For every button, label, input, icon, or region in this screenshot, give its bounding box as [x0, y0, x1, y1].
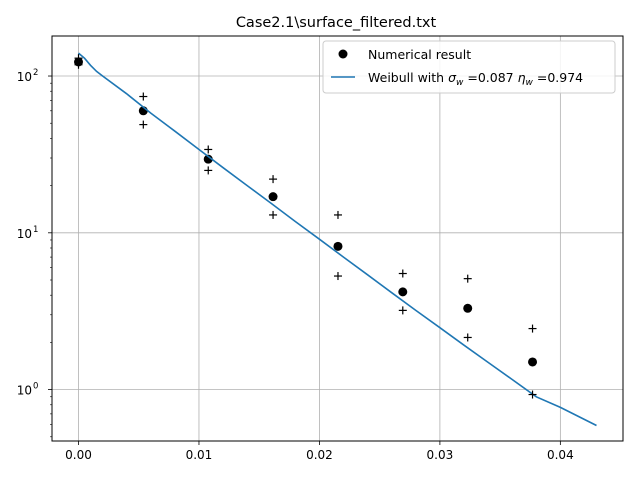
- legend-box: [322, 40, 616, 94]
- x-tick-label: 0.02: [306, 448, 333, 462]
- y-tick-exponent: 0: [33, 382, 38, 392]
- legend: Numerical result Weibull with σw =0.087 …: [322, 40, 616, 94]
- y-tick-base: 10: [17, 227, 32, 241]
- legend-weibull-eta: η: [518, 70, 526, 85]
- data-point-bound: [74, 60, 83, 69]
- data-point-numerical: [268, 192, 278, 202]
- y-tick-base: 10: [17, 384, 32, 398]
- y-tick-label: 10: [17, 227, 32, 241]
- y-tick-label: 10: [17, 70, 32, 84]
- x-tick-label: 0.03: [427, 448, 454, 462]
- legend-weibull-eta-value: =0.974: [533, 70, 583, 85]
- data-point-numerical: [398, 287, 408, 297]
- data-point-bound: [204, 145, 213, 154]
- data-point-bound: [463, 274, 472, 283]
- data-point-bound: [333, 210, 342, 219]
- data-point-bound: [269, 175, 278, 184]
- legend-weibull-sigma-value: =0.087: [463, 70, 517, 85]
- data-point-bound: [139, 92, 148, 101]
- data-point-bound: [528, 324, 537, 333]
- legend-weibull-sigma-sub: w: [456, 78, 464, 88]
- data-point-numerical: [333, 241, 343, 251]
- legend-weibull-sigma: σ: [448, 70, 457, 85]
- legend-marker-numerical: [338, 49, 348, 59]
- plot-area: [74, 52, 597, 427]
- chart-title: Case2.1\surface_filtered.txt: [236, 15, 437, 31]
- data-point-bound: [398, 306, 407, 315]
- data-point-bound: [139, 120, 148, 129]
- y-tick-base: 10: [17, 70, 32, 84]
- legend-label-weibull: Weibull with σw =0.087 ηw =0.974: [368, 70, 583, 88]
- data-point-bound: [463, 333, 472, 342]
- data-point-numerical: [528, 357, 538, 367]
- y-tick-exponent: 1: [33, 225, 38, 235]
- legend-weibull-prefix: Weibull with: [368, 70, 448, 85]
- x-tick-label: 0.01: [186, 448, 213, 462]
- data-point-bound: [333, 272, 342, 281]
- legend-label-numerical: Numerical result: [368, 47, 471, 62]
- data-point-bound: [269, 210, 278, 219]
- series-line-weibull: [77, 52, 597, 427]
- y-tick-label: 10: [17, 384, 32, 398]
- x-tick-label: 0.00: [65, 448, 92, 462]
- data-point-numerical: [463, 303, 473, 313]
- y-tick-exponent: 2: [33, 68, 38, 78]
- data-point-bound: [528, 390, 537, 399]
- x-tick-label: 0.04: [547, 448, 574, 462]
- legend-weibull-eta-sub: w: [526, 78, 534, 88]
- data-point-bound: [204, 166, 213, 175]
- data-point-bound: [398, 269, 407, 278]
- data-point-numerical: [203, 154, 213, 164]
- axes-frame: [51, 35, 624, 442]
